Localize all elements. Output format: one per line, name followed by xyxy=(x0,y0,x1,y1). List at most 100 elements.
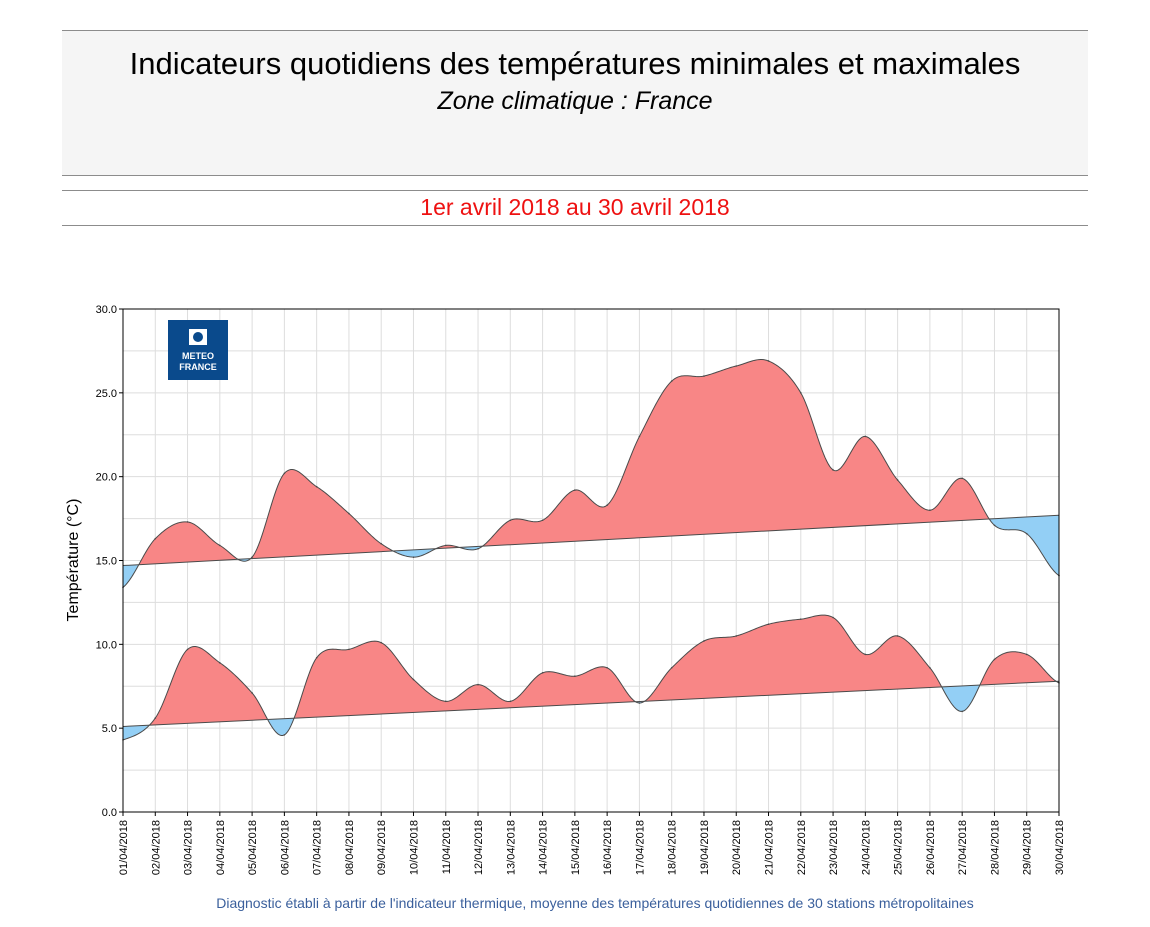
data-point xyxy=(606,667,608,669)
x-tick-label: 05/04/2018 xyxy=(247,820,259,875)
data-point xyxy=(509,700,512,703)
data-point xyxy=(541,672,544,674)
data-point xyxy=(638,702,641,704)
x-tick-label: 27/04/2018 xyxy=(957,820,969,875)
x-ticks: 01/04/2018 02/04/2018 03/04/2018 04/04/2018… xyxy=(118,812,1066,875)
date-range: 1er avril 2018 au 30 avril 2018 xyxy=(420,194,730,220)
y-ticks: 0.0 5.0 10.0 15.0 20.0 25.0 30.0 xyxy=(96,304,123,819)
y-tick-label: 15.0 xyxy=(96,556,117,568)
normal-line-0 xyxy=(122,514,1060,567)
x-tick-label: 22/04/2018 xyxy=(796,820,808,875)
data-point xyxy=(219,661,221,664)
x-tick-label: 28/04/2018 xyxy=(989,820,1001,875)
data-point xyxy=(477,547,479,550)
footnote: Diagnostic établi à partir de l'indicate… xyxy=(216,895,974,911)
x-tick-label: 23/04/2018 xyxy=(828,820,840,875)
x-tick-label: 10/04/2018 xyxy=(408,820,420,875)
header-box: Indicateurs quotidiens des températures … xyxy=(62,30,1088,176)
data-point xyxy=(219,544,221,547)
area-above-normal xyxy=(138,521,239,565)
meteo-france-logo: METEO FRANCE xyxy=(168,320,228,380)
data-point xyxy=(703,640,705,642)
data-point xyxy=(380,542,383,545)
data-point xyxy=(799,618,802,620)
page-title: Indicateurs quotidiens des températures … xyxy=(129,46,1021,81)
data-point xyxy=(412,556,415,558)
x-tick-label: 18/04/2018 xyxy=(667,820,679,875)
x-tick-label: 20/04/2018 xyxy=(731,820,743,875)
logo-emblem-circle xyxy=(193,332,203,342)
data-point xyxy=(606,504,608,506)
y-tick-label: 30.0 xyxy=(96,304,117,316)
data-point xyxy=(186,521,189,523)
x-tick-label: 13/04/2018 xyxy=(505,820,517,875)
data-point xyxy=(315,485,318,488)
data-point xyxy=(638,435,641,438)
y-tick-label: 10.0 xyxy=(96,639,117,651)
area-below-normal xyxy=(941,685,980,712)
series-line-0 xyxy=(122,359,1060,588)
area-below-normal xyxy=(989,515,1059,576)
data-point xyxy=(1025,653,1028,656)
area-below-normal xyxy=(123,564,139,588)
data-point xyxy=(670,380,673,382)
data-point xyxy=(251,556,253,558)
area-above-normal xyxy=(149,646,268,726)
data-point xyxy=(767,360,770,362)
area-above-normal xyxy=(250,469,394,559)
y-axis-label: Température (°C) xyxy=(65,499,82,622)
data-point xyxy=(670,667,673,669)
data-point xyxy=(574,675,576,677)
data-point xyxy=(767,623,770,626)
areas xyxy=(122,359,1060,741)
x-tick-label: 16/04/2018 xyxy=(602,820,614,875)
data-point xyxy=(896,479,899,481)
x-tick-label: 17/04/2018 xyxy=(634,820,646,875)
data-point xyxy=(703,375,705,377)
date-range-box: 1er avril 2018 au 30 avril 2018 xyxy=(62,190,1088,226)
x-tick-label: 12/04/2018 xyxy=(473,820,485,875)
data-point xyxy=(444,700,447,703)
x-tick-label: 25/04/2018 xyxy=(893,820,905,875)
x-tick-label: 29/04/2018 xyxy=(1022,820,1034,875)
x-tick-label: 01/04/2018 xyxy=(118,820,130,875)
x-tick-label: 15/04/2018 xyxy=(570,820,582,875)
data-point xyxy=(929,509,931,512)
data-point xyxy=(961,710,963,713)
y-tick-label: 20.0 xyxy=(96,472,117,484)
data-point xyxy=(541,519,544,522)
logo-text-1: METEO xyxy=(182,351,214,361)
area-above-normal xyxy=(979,651,1057,686)
area-above-normal xyxy=(294,641,636,719)
x-tick-label: 19/04/2018 xyxy=(699,820,711,875)
x-tick-label: 08/04/2018 xyxy=(344,820,356,875)
x-tick-label: 07/04/2018 xyxy=(312,820,324,875)
x-tick-label: 11/04/2018 xyxy=(441,820,453,874)
data-point xyxy=(896,635,899,637)
area-below-normal xyxy=(123,725,150,740)
data-point xyxy=(283,734,286,736)
data-point xyxy=(993,658,996,661)
data-point xyxy=(315,656,318,659)
data-point xyxy=(154,717,157,719)
area-above-normal xyxy=(482,359,990,547)
x-tick-label: 02/04/2018 xyxy=(150,820,162,875)
data-point xyxy=(154,537,157,540)
data-point xyxy=(961,477,963,480)
grid xyxy=(123,309,1059,812)
data-point xyxy=(348,512,350,515)
data-point xyxy=(832,616,834,619)
data-point xyxy=(929,667,931,669)
x-tick-label: 21/04/2018 xyxy=(764,820,776,875)
y-tick-label: 25.0 xyxy=(96,388,117,400)
data-point xyxy=(509,519,512,522)
data-point xyxy=(251,692,253,694)
series-line-1 xyxy=(122,614,1060,741)
data-point xyxy=(444,544,447,547)
x-tick-label: 04/04/2018 xyxy=(215,820,227,875)
x-tick-label: 30/04/2018 xyxy=(1054,820,1066,875)
data-point xyxy=(993,524,996,527)
data-point xyxy=(380,641,383,644)
area-above-normal xyxy=(644,615,942,702)
